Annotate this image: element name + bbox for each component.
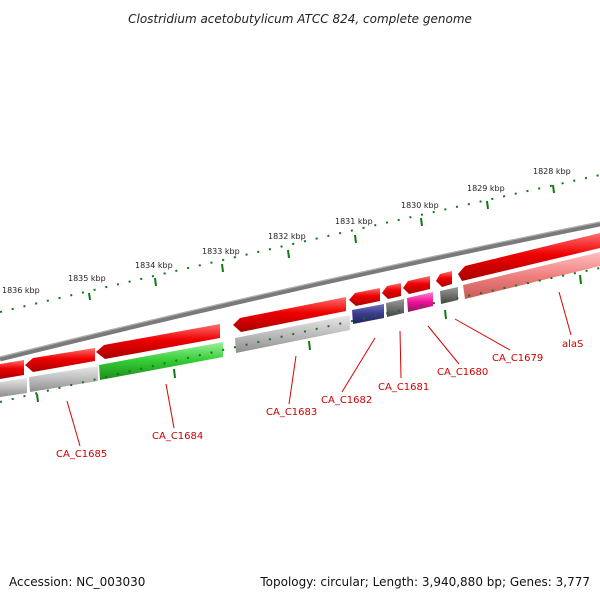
scale-label-1828: 1828 kbp xyxy=(533,167,571,176)
leader-CA_C1685 xyxy=(66,400,81,447)
genome-backbone xyxy=(0,221,600,362)
leader-CA_C1681 xyxy=(399,330,402,379)
gene-left-edge-forward-arrow xyxy=(0,360,24,379)
major-tick-1831 xyxy=(354,234,357,244)
feature-left-edge xyxy=(0,378,27,397)
leader-CA_C1684 xyxy=(165,383,175,429)
inner-major-tick-2 xyxy=(173,368,176,379)
leader-alaS xyxy=(558,291,572,336)
map-title: Clostridium acetobutylicum ATCC 824, com… xyxy=(128,12,472,26)
accession-text: Accession: NC_003030 xyxy=(9,575,145,589)
feature-CA_C1679 xyxy=(440,287,458,304)
feature-CA_C1681 xyxy=(386,299,404,317)
label-leaders xyxy=(66,291,572,447)
gene-CA_C1684-forward-arrow xyxy=(96,324,220,359)
scale-label-1832: 1832 kbp xyxy=(268,232,306,241)
scale-label-1836: 1836 kbp xyxy=(2,286,40,295)
major-tick-1835 xyxy=(88,292,91,301)
feature-CA_C1682 xyxy=(352,304,384,324)
gene-CA_C1680-forward-arrow xyxy=(403,276,430,294)
forward-genes xyxy=(0,233,600,379)
gene-label-CA_C1680: CA_C1680 xyxy=(437,367,488,378)
gene-label-alaS: alaS xyxy=(562,339,583,350)
gene-label-CA_C1681: CA_C1681 xyxy=(378,382,429,393)
feature-CA_C1680 xyxy=(407,292,433,312)
feature-alaS xyxy=(463,252,600,299)
inner-major-tick-5 xyxy=(579,274,582,285)
gene-labels: alaS CA_C1679 CA_C1680 CA_C1681 CA_C1682… xyxy=(56,339,583,460)
scale-ticks-outer xyxy=(0,174,600,313)
leader-CA_C1680 xyxy=(427,325,460,365)
leader-CA_C1679 xyxy=(454,318,511,351)
major-tick-1833 xyxy=(221,263,224,273)
scale-label-1834: 1834 kbp xyxy=(135,261,173,270)
gene-label-CA_C1682: CA_C1682 xyxy=(321,395,372,406)
scale-label-1829: 1829 kbp xyxy=(467,184,505,193)
major-tick-1832 xyxy=(287,249,290,259)
leader-CA_C1683 xyxy=(288,355,297,405)
gene-label-CA_C1679: CA_C1679 xyxy=(492,353,543,364)
scale-label-1833: 1833 kbp xyxy=(202,247,240,256)
inner-major-tick-4 xyxy=(444,309,447,320)
genome-summary-text: Topology: circular; Length: 3,940,880 bp… xyxy=(259,575,590,589)
gene-label-CA_C1684: CA_C1684 xyxy=(152,431,203,442)
inner-major-tick-3 xyxy=(308,340,311,351)
gene-CA_C1681-forward-arrow xyxy=(382,283,401,299)
feature-CA_C1685 xyxy=(29,366,98,392)
gene-CA_C1685-forward-arrow xyxy=(25,348,95,372)
scale-ticks-inner xyxy=(0,267,600,403)
gene-CA_C1683-forward-arrow xyxy=(233,297,346,332)
gene-CA_C1679-forward-arrow xyxy=(436,271,452,287)
scale-label-1830: 1830 kbp xyxy=(401,201,439,210)
gene-CA_C1682-forward-arrow xyxy=(349,288,380,306)
scale-label-1831: 1831 kbp xyxy=(335,217,373,226)
major-tick-1830 xyxy=(420,217,423,227)
major-tick-1834 xyxy=(154,277,157,287)
gene-label-CA_C1683: CA_C1683 xyxy=(266,407,317,418)
scale-label-1835: 1835 kbp xyxy=(68,274,106,283)
gene-alaS-forward-arrow xyxy=(458,233,600,281)
scale-labels: 1828 kbp 1829 kbp 1830 kbp 1831 kbp 1832… xyxy=(2,167,571,295)
gene-label-CA_C1685: CA_C1685 xyxy=(56,449,107,460)
major-tick-1829 xyxy=(486,200,489,210)
inner-major-tick-1 xyxy=(36,393,39,403)
major-tick-1828 xyxy=(552,184,555,194)
leader-CA_C1682 xyxy=(341,337,376,393)
